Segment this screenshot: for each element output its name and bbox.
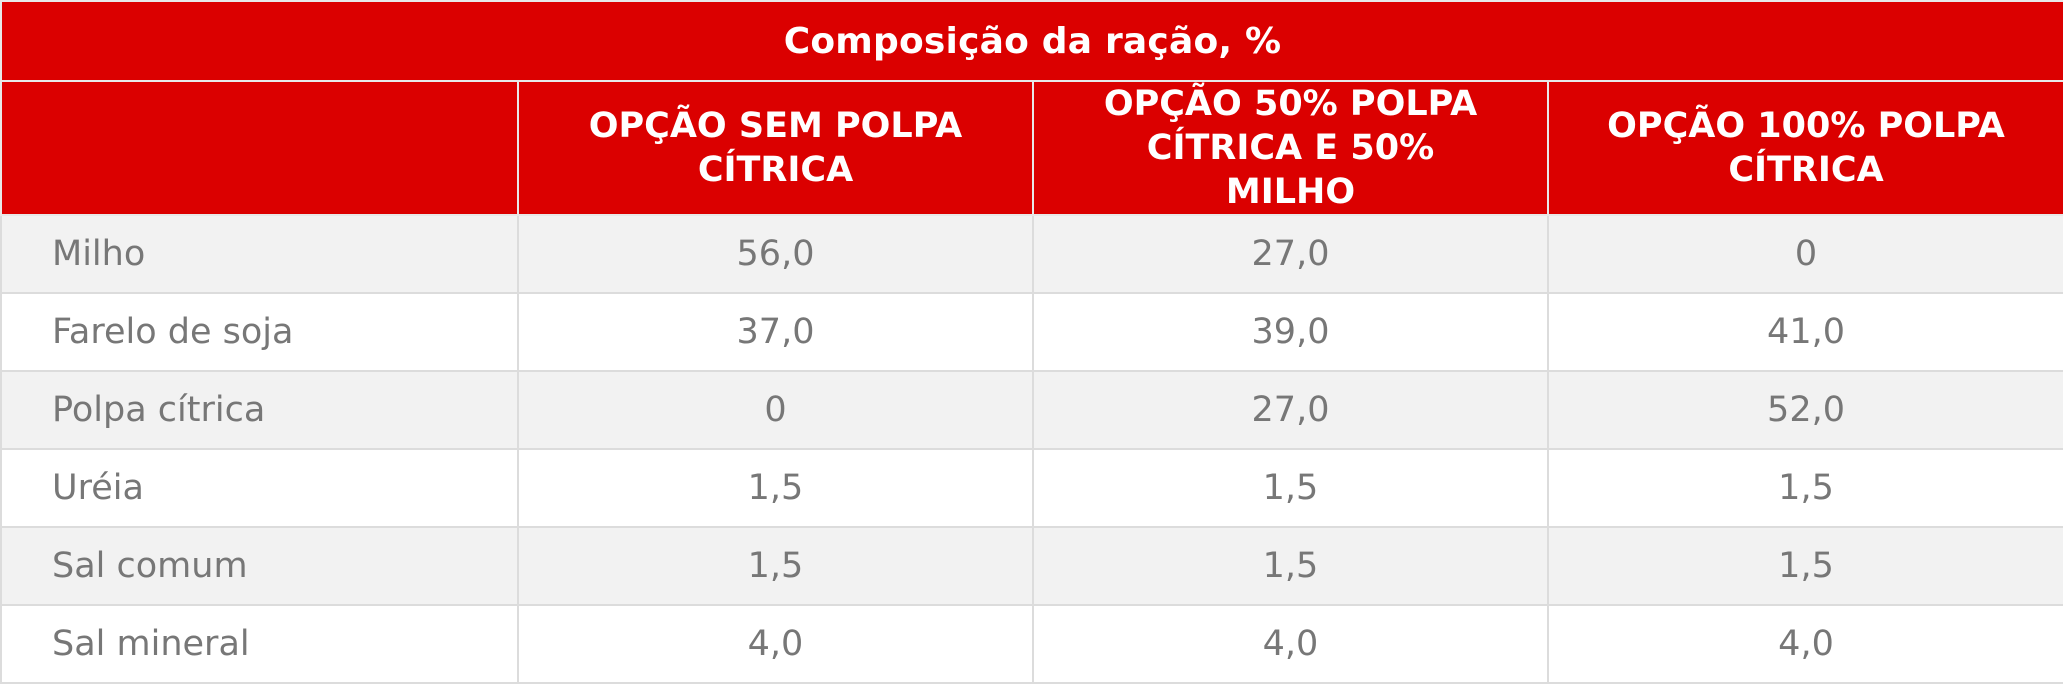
cell-value: 1,5	[1546, 448, 2063, 528]
row-label: Sal mineral	[0, 604, 519, 684]
cell-value: 41,0	[1546, 292, 2063, 372]
row-label: Farelo de soja	[0, 292, 519, 372]
cell-value: 4,0	[1032, 604, 1549, 684]
column-header-50-citrus-pulp: OPÇÃO 50% POLPA CÍTRICA E 50% MILHO	[1032, 80, 1549, 216]
cell-value: 56,0	[517, 214, 1034, 294]
column-header-row: OPÇÃO SEM POLPA CÍTRICA OPÇÃO 50% POLPA …	[0, 80, 2063, 216]
table-title-row: Composição da ração, %	[0, 0, 2063, 82]
cell-value: 37,0	[517, 292, 1034, 372]
cell-value: 27,0	[1032, 370, 1549, 450]
table-row: Sal comum 1,5 1,5 1,5	[0, 526, 2063, 606]
table-row: Uréia 1,5 1,5 1,5	[0, 448, 2063, 528]
cell-value: 1,5	[1032, 448, 1549, 528]
table-title: Composição da ração, %	[0, 0, 2063, 82]
cell-value: 39,0	[1032, 292, 1549, 372]
column-header-label: OPÇÃO SEM POLPA CÍTRICA	[588, 106, 963, 190]
row-label: Polpa cítrica	[0, 370, 519, 450]
cell-value: 4,0	[1546, 604, 2063, 684]
cell-value: 52,0	[1546, 370, 2063, 450]
column-header-label: OPÇÃO 50% POLPA CÍTRICA E 50% MILHO	[1103, 84, 1478, 212]
cell-value: 27,0	[1032, 214, 1549, 294]
table-row: Milho 56,0 27,0 0	[0, 214, 2063, 294]
column-header-no-citrus-pulp: OPÇÃO SEM POLPA CÍTRICA	[517, 80, 1034, 216]
row-label: Sal comum	[0, 526, 519, 606]
cell-value: 1,5	[517, 448, 1034, 528]
cell-value: 4,0	[517, 604, 1034, 684]
table-row: Polpa cítrica 0 27,0 52,0	[0, 370, 2063, 450]
row-label: Milho	[0, 214, 519, 294]
cell-value: 1,5	[517, 526, 1034, 606]
column-header-100-citrus-pulp: OPÇÃO 100% POLPA CÍTRICA	[1546, 80, 2063, 216]
cell-value: 0	[1546, 214, 2063, 294]
table-row: Farelo de soja 37,0 39,0 41,0	[0, 292, 2063, 372]
cell-value: 1,5	[1546, 526, 2063, 606]
column-header-empty	[0, 80, 519, 216]
column-header-label: OPÇÃO 100% POLPA CÍTRICA	[1607, 106, 2005, 190]
row-label: Uréia	[0, 448, 519, 528]
cell-value: 1,5	[1032, 526, 1549, 606]
cell-value: 0	[517, 370, 1034, 450]
table-row: Sal mineral 4,0 4,0 4,0	[0, 604, 2063, 684]
